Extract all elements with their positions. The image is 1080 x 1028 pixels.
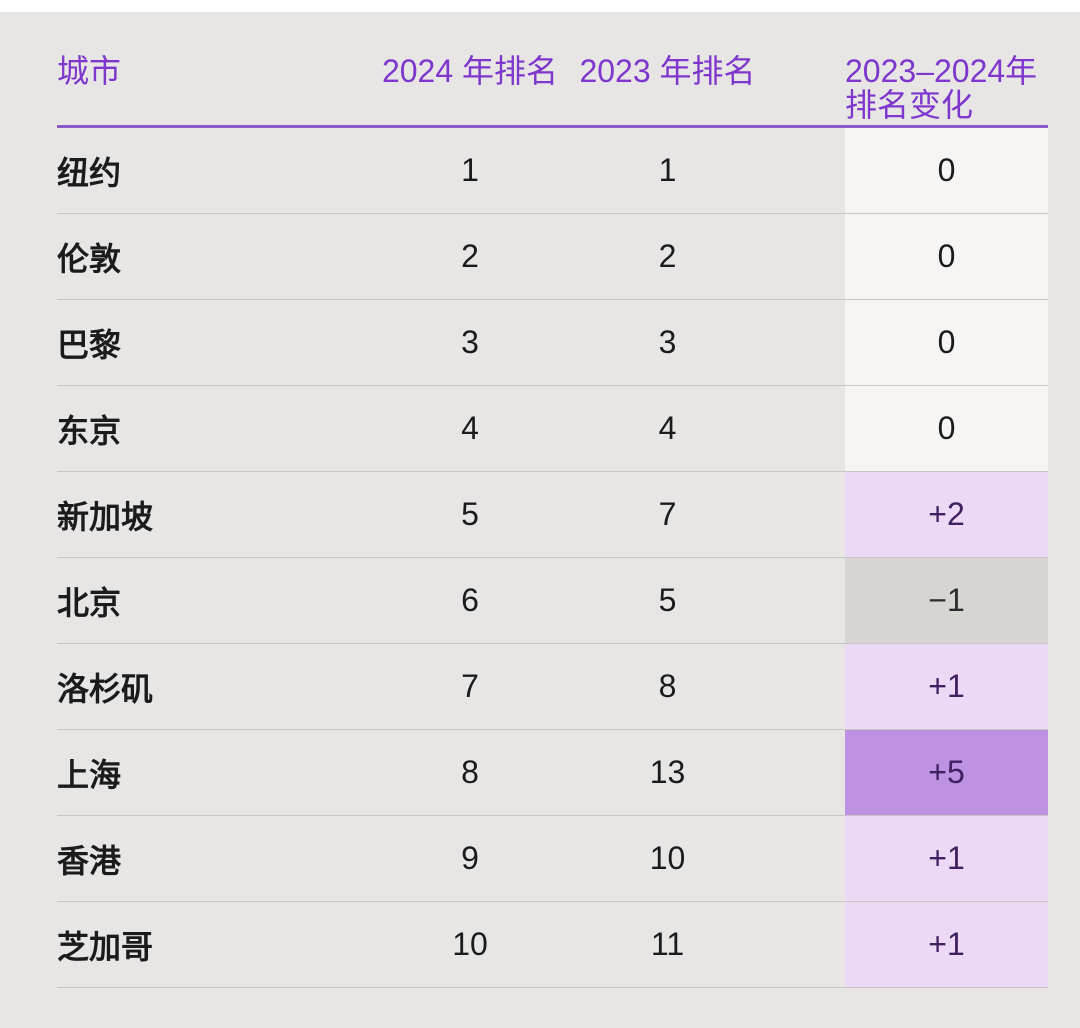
rank-2024-value: 2 — [461, 238, 479, 274]
city-name: 北京 — [57, 584, 122, 621]
rank-2023-value: 3 — [658, 324, 677, 360]
rank-2024-value: 10 — [452, 926, 488, 962]
rank-change-badge: 0 — [845, 300, 1048, 385]
col-header-rank-change-line1: 2023–2024年 — [845, 53, 1038, 89]
column-gap — [770, 128, 845, 213]
rank-change-badge: +1 — [845, 644, 1048, 729]
rank-change-badge: +5 — [845, 730, 1048, 815]
col-header-rank-change-line2: 排名变化 — [845, 87, 974, 123]
rank-change-badge: 0 — [845, 128, 1048, 213]
rank-2024-value: 7 — [461, 668, 479, 704]
rank-2023-value: 4 — [658, 410, 677, 446]
rank-change-badge: 0 — [845, 386, 1048, 471]
column-gap — [770, 902, 845, 987]
table-row: 伦敦 2 2 0 — [57, 213, 1048, 299]
column-gap — [770, 730, 845, 815]
column-gap — [770, 816, 845, 901]
rank-2024-value: 8 — [461, 754, 479, 790]
table-header: 城市 2024 年排名 2023 年排名 2023–2024年 排名变化 — [57, 12, 1048, 128]
rank-2024-value: 9 — [461, 840, 479, 876]
table-row: 东京 4 4 0 — [57, 385, 1048, 471]
rank-change-badge: +1 — [845, 816, 1048, 901]
city-name: 新加坡 — [57, 498, 154, 535]
city-name: 纽约 — [57, 154, 122, 191]
rank-2023-value: 13 — [649, 754, 686, 790]
table-row: 香港 9 10 +1 — [57, 815, 1048, 901]
city-name: 芝加哥 — [57, 928, 154, 965]
city-name: 伦敦 — [57, 240, 122, 277]
rank-change-badge: −1 — [845, 558, 1048, 643]
column-gap — [770, 54, 845, 125]
rank-2023-value: 7 — [658, 496, 677, 532]
city-name: 洛杉矶 — [57, 670, 154, 707]
rank-2023-value: 11 — [650, 926, 685, 962]
table-row: 北京 6 5 −1 — [57, 557, 1048, 643]
rank-2023-value: 10 — [649, 840, 686, 876]
city-name: 上海 — [57, 756, 122, 793]
rank-2023-value: 8 — [658, 668, 677, 704]
col-header-rank-2024: 2024 年排名 — [381, 53, 559, 89]
rank-change-badge: +2 — [845, 472, 1048, 557]
column-gap — [770, 386, 845, 471]
rank-2023-value: 2 — [658, 238, 677, 274]
city-name: 巴黎 — [57, 326, 122, 363]
ranking-table: 城市 2024 年排名 2023 年排名 2023–2024年 排名变化 纽约 … — [0, 12, 1080, 988]
top-white-strip — [0, 0, 1080, 12]
table-row: 巴黎 3 3 0 — [57, 299, 1048, 385]
table-row: 新加坡 5 7 +2 — [57, 471, 1048, 557]
rank-2024-value: 6 — [461, 582, 479, 618]
rank-2024-value: 3 — [461, 324, 479, 360]
column-gap — [770, 558, 845, 643]
col-header-city: 城市 — [57, 53, 122, 89]
column-gap — [770, 472, 845, 557]
col-header-rank-2023: 2023 年排名 — [579, 53, 756, 89]
city-name: 东京 — [57, 412, 122, 449]
rank-2024-value: 5 — [461, 496, 479, 532]
column-gap — [770, 214, 845, 299]
table-row: 洛杉矶 7 8 +1 — [57, 643, 1048, 729]
rank-2024-value: 1 — [461, 152, 479, 188]
column-gap — [770, 644, 845, 729]
table-row: 上海 8 13 +5 — [57, 729, 1048, 815]
table-row: 纽约 1 1 0 — [57, 128, 1048, 213]
rank-change-badge: 0 — [845, 214, 1048, 299]
rank-change-badge: +1 — [845, 902, 1048, 987]
table-row: 芝加哥 10 11 +1 — [57, 901, 1048, 987]
city-name: 香港 — [57, 842, 122, 879]
table-body: 纽约 1 1 0 伦敦 2 2 0 巴黎 3 3 0 东京 4 4 0 新加坡 … — [57, 128, 1048, 988]
rank-2023-value: 5 — [658, 582, 677, 618]
rank-2023-value: 1 — [658, 152, 677, 188]
col-header-rank-change: 2023–2024年 排名变化 — [845, 54, 1048, 122]
column-gap — [770, 300, 845, 385]
rank-2024-value: 4 — [461, 410, 479, 446]
